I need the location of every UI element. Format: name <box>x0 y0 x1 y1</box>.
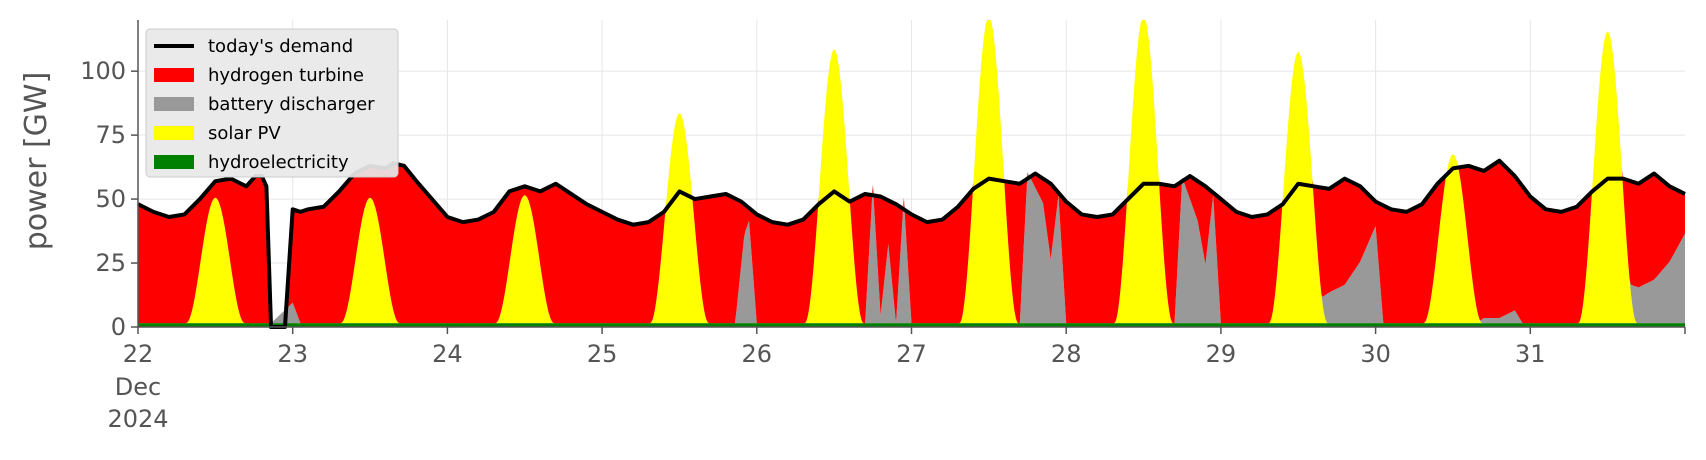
legend: today's demand hydrogen turbine battery di… <box>145 28 399 178</box>
x-tick-label: 27 <box>896 340 927 368</box>
solar-pv-area <box>138 20 1685 324</box>
x-tick-sublabel: Dec <box>115 373 161 401</box>
legend-label: battery discharger <box>208 94 375 115</box>
stacked-areas <box>138 20 1685 327</box>
x-tick-label: 31 <box>1515 340 1546 368</box>
y-axis-label: power [GW] <box>19 72 54 251</box>
x-tick-label: 24 <box>432 340 463 368</box>
x-tick-label: 30 <box>1360 340 1391 368</box>
legend-label: hydroelectricity <box>208 152 349 173</box>
legend-label: today's demand <box>208 36 353 57</box>
legend-patch-swatch <box>154 97 194 111</box>
y-tick-label: 100 <box>80 57 126 85</box>
legend-patch-swatch <box>154 68 194 82</box>
hydrogen-turbine-area <box>138 20 1685 324</box>
y-tick-label: 0 <box>111 313 126 341</box>
y-tick-label: 50 <box>95 185 126 213</box>
legend-patch-swatch <box>154 155 194 169</box>
x-tick-label: 23 <box>277 340 308 368</box>
x-tick-sublabel: 2024 <box>107 405 168 433</box>
legend-label: solar PV <box>208 123 281 144</box>
demand-line <box>137 158 1686 329</box>
legend-patch-swatch <box>154 126 194 140</box>
y-tick-label: 25 <box>95 249 126 277</box>
x-tick-label: 26 <box>742 340 773 368</box>
axes: 0 25 50 75 100 22 Dec 2024 23 24 25 26 27 28 29 30 31 <box>80 20 1686 433</box>
legend-box <box>145 28 399 178</box>
x-tick-label: 28 <box>1051 340 1082 368</box>
x-tick-label: 29 <box>1206 340 1237 368</box>
hydroelectricity-area <box>138 323 1685 327</box>
x-tick-label: 25 <box>587 340 618 368</box>
plot-area <box>137 20 1686 329</box>
legend-label: hydrogen turbine <box>208 65 364 86</box>
x-tick-label: 22 <box>123 340 154 368</box>
demand-line-layer <box>137 158 1686 329</box>
y-tick-label: 75 <box>95 121 126 149</box>
